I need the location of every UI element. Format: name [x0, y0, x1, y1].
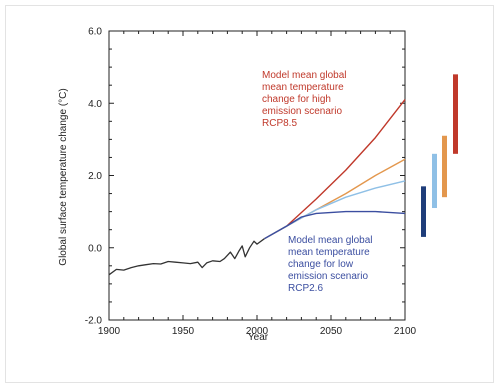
range-bar-2 — [442, 135, 447, 198]
range-bar-0 — [421, 186, 426, 237]
y-axis-label: Global surface temperature change (°C) — [58, 88, 69, 265]
y-tick-label: 2.0 — [88, 171, 102, 182]
x-tick-label: 2000 — [246, 326, 269, 337]
x-tick-label: 1900 — [98, 326, 121, 337]
annotations-layer: Model mean global mean temperature change … — [262, 70, 373, 294]
axes-layer: -2.0 0.0 2.0 4.0 6.0 1900 1950 2000 2050 2100 — [85, 27, 417, 338]
annotation-line: mean temperature — [262, 82, 344, 93]
series-line-rcp2-6 — [264, 210, 406, 240]
annotation-1: Model mean global mean temperature change … — [288, 235, 373, 294]
annotation-0: Model mean global mean temperature change … — [262, 70, 347, 129]
annotation-line: RCP8.5 — [262, 118, 297, 129]
series-line-series-0 — [108, 238, 265, 276]
x-axis-label: Year — [248, 332, 269, 343]
annotation-line: mean temperature — [288, 247, 370, 258]
annotation-line: Model mean global — [288, 235, 373, 246]
y-tick-label: -2.0 — [85, 316, 103, 327]
annotation-line: RCP2.6 — [288, 283, 323, 294]
range-bars-layer — [421, 74, 458, 237]
range-bar-1 — [432, 153, 437, 209]
annotation-line: change for low — [288, 259, 354, 270]
annotation-line: emission scenario — [262, 106, 342, 117]
x-tick-label: 1950 — [172, 326, 195, 337]
y-tick-label: 6.0 — [88, 27, 102, 38]
x-tick-label: 2050 — [320, 326, 343, 337]
annotation-line: emission scenario — [288, 271, 368, 282]
annotation-line: change for high — [262, 94, 331, 105]
range-bar-3 — [453, 74, 458, 154]
series-layer — [108, 99, 406, 276]
series-line-series-3 — [264, 180, 406, 240]
annotation-line: Model mean global — [262, 70, 347, 81]
x-tick-label: 2100 — [394, 326, 417, 337]
y-tick-label: 0.0 — [88, 243, 102, 254]
y-tick-label: 4.0 — [88, 99, 102, 110]
